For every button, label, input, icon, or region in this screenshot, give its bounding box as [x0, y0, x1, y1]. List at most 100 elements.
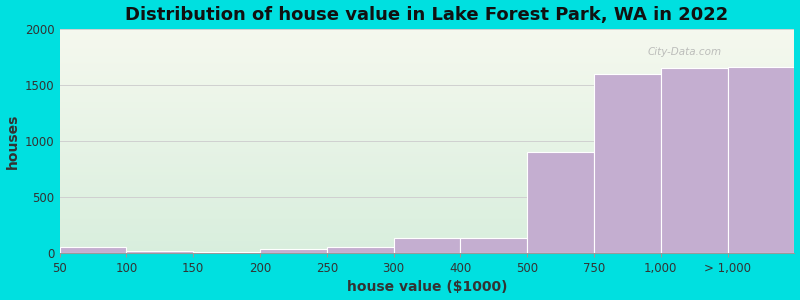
- Bar: [59, 153, 794, 154]
- Bar: [59, 188, 794, 189]
- Bar: [59, 53, 794, 54]
- Bar: [59, 86, 794, 87]
- Bar: [59, 183, 794, 184]
- Bar: [59, 164, 794, 165]
- Bar: [59, 171, 794, 172]
- Bar: [59, 193, 794, 194]
- Bar: [59, 201, 794, 202]
- Bar: [59, 213, 794, 214]
- Bar: [59, 122, 794, 123]
- Bar: [59, 120, 794, 121]
- Bar: [59, 78, 794, 79]
- Bar: [59, 59, 794, 60]
- Bar: [59, 70, 794, 71]
- Bar: [59, 36, 794, 37]
- Bar: [59, 75, 794, 76]
- Bar: [59, 124, 794, 125]
- Bar: [59, 35, 794, 36]
- Bar: [59, 234, 794, 235]
- Bar: [59, 83, 794, 84]
- Bar: [59, 64, 794, 65]
- Bar: [59, 146, 794, 147]
- Bar: [527, 152, 594, 253]
- Bar: [59, 82, 794, 83]
- Bar: [59, 202, 794, 203]
- Bar: [59, 101, 794, 102]
- Bar: [59, 179, 794, 180]
- Bar: [59, 154, 794, 155]
- Bar: [59, 115, 794, 116]
- Bar: [59, 41, 794, 42]
- Bar: [59, 233, 794, 234]
- Bar: [59, 138, 794, 139]
- Bar: [59, 220, 794, 221]
- Bar: [59, 165, 794, 166]
- Bar: [59, 95, 794, 96]
- Bar: [59, 50, 794, 51]
- Bar: [59, 204, 794, 205]
- Bar: [59, 135, 794, 136]
- X-axis label: house value ($1000): house value ($1000): [346, 280, 507, 294]
- Bar: [59, 231, 794, 232]
- Bar: [59, 223, 794, 224]
- Bar: [59, 189, 794, 190]
- Bar: [59, 136, 794, 137]
- Bar: [59, 32, 794, 33]
- Bar: [59, 143, 794, 144]
- Bar: [59, 131, 794, 132]
- Bar: [59, 247, 126, 253]
- Bar: [59, 190, 794, 191]
- Bar: [59, 98, 794, 99]
- Bar: [59, 175, 794, 176]
- Bar: [59, 185, 794, 186]
- Bar: [59, 251, 794, 252]
- Bar: [394, 238, 461, 253]
- Bar: [59, 196, 794, 197]
- Bar: [59, 87, 794, 88]
- Bar: [59, 169, 794, 170]
- Bar: [59, 227, 794, 228]
- Bar: [59, 67, 794, 68]
- Bar: [59, 206, 794, 207]
- Bar: [59, 182, 794, 183]
- Bar: [59, 34, 794, 35]
- Bar: [59, 54, 794, 55]
- Bar: [59, 60, 794, 61]
- Bar: [59, 163, 794, 164]
- Bar: [59, 228, 794, 229]
- Bar: [59, 156, 794, 157]
- Bar: [59, 198, 794, 199]
- Bar: [59, 140, 794, 141]
- Bar: [59, 194, 794, 195]
- Bar: [59, 108, 794, 109]
- Bar: [59, 46, 794, 47]
- Bar: [59, 151, 794, 152]
- Bar: [59, 110, 794, 111]
- Bar: [59, 232, 794, 233]
- Bar: [59, 125, 794, 126]
- Bar: [59, 45, 794, 46]
- Bar: [59, 172, 794, 173]
- Bar: [59, 29, 794, 30]
- Bar: [59, 184, 794, 185]
- Bar: [59, 88, 794, 89]
- Bar: [59, 192, 794, 193]
- Bar: [59, 85, 794, 86]
- Bar: [59, 177, 794, 178]
- Bar: [59, 62, 794, 63]
- Bar: [59, 107, 794, 108]
- Bar: [59, 155, 794, 156]
- Bar: [59, 248, 794, 249]
- Bar: [59, 161, 794, 162]
- Bar: [59, 170, 794, 171]
- Bar: [59, 56, 794, 57]
- Bar: [59, 38, 794, 39]
- Bar: [59, 44, 794, 45]
- Bar: [59, 238, 794, 239]
- Bar: [59, 72, 794, 73]
- Bar: [59, 178, 794, 179]
- Bar: [59, 66, 794, 67]
- Bar: [260, 249, 327, 253]
- Bar: [59, 152, 794, 153]
- Bar: [59, 89, 794, 90]
